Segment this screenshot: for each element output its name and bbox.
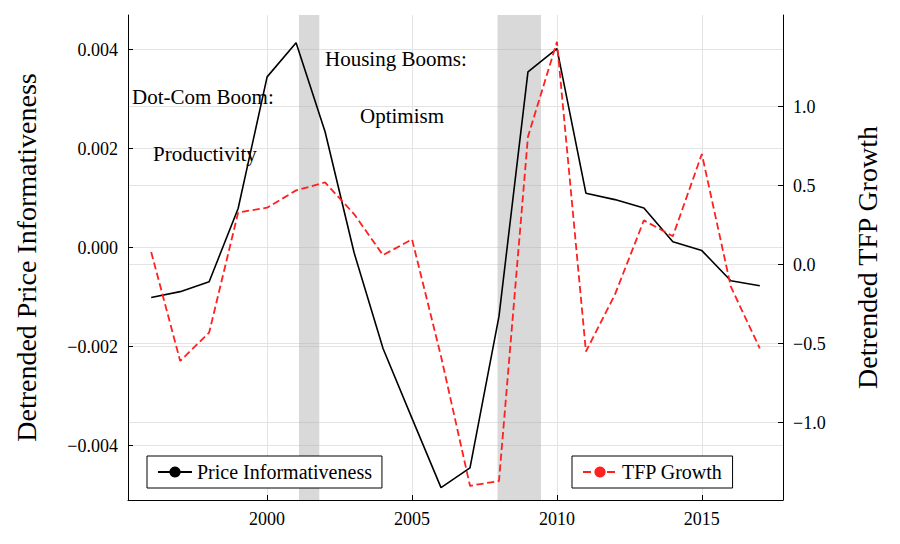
svg-text:Detrended Price Informativenes: Detrended Price Informativeness [11,73,42,442]
svg-text:Productivity: Productivity [153,142,257,166]
svg-text:0.000: 0.000 [78,238,119,258]
svg-text:−0.004: −0.004 [67,436,118,456]
svg-text:2010: 2010 [539,509,575,529]
svg-text:−1.0: −1.0 [793,413,826,433]
svg-text:Price Informativeness: Price Informativeness [197,461,372,483]
svg-text:0.5: 0.5 [793,176,816,196]
svg-text:2005: 2005 [394,509,430,529]
svg-text:2015: 2015 [684,509,720,529]
svg-text:Housing Booms:: Housing Booms: [325,47,467,71]
svg-text:2000: 2000 [249,509,285,529]
svg-text:Detrended TFP Growth: Detrended TFP Growth [852,126,883,389]
svg-text:Dot-Com Boom:: Dot-Com Boom: [132,85,274,109]
svg-text:0.002: 0.002 [78,139,119,159]
svg-text:TFP Growth: TFP Growth [622,461,722,483]
svg-text:0.0: 0.0 [793,255,816,275]
svg-text:−0.5: −0.5 [793,334,826,354]
svg-text:1.0: 1.0 [793,97,816,117]
svg-text:−0.002: −0.002 [67,337,118,357]
svg-text:Optimism: Optimism [360,104,444,128]
svg-text:0.004: 0.004 [78,40,119,60]
